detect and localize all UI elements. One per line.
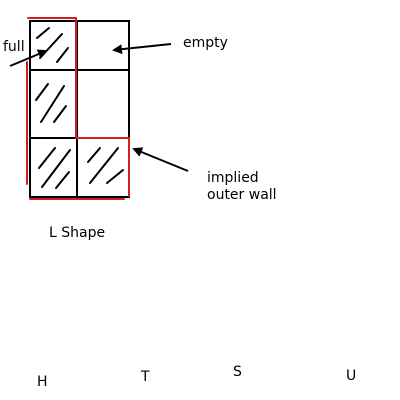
hatch-r3-c1 (38, 147, 71, 189)
arrow-to-empty-cell (112, 43, 172, 55)
label-implied: implied (207, 170, 259, 186)
l-shape-outline (26, 17, 130, 200)
hatch-r1-c1 (36, 27, 69, 63)
letter-u: U (346, 368, 356, 384)
shape-name-label: L Shape (49, 225, 105, 241)
grid-cell-r3-c1 (29, 137, 78, 198)
letter-s: S (233, 364, 242, 380)
arrow-to-full-cell (9, 49, 48, 67)
grid-cell-r1-c2 (76, 20, 130, 71)
hatch-r2-c1 (35, 83, 67, 123)
label-outer-wall: outer wall (207, 187, 277, 203)
hatch-r3-c2 (87, 147, 124, 184)
letter-t: T (140, 369, 150, 385)
label-empty: empty (183, 35, 228, 51)
label-full: full (3, 39, 25, 55)
grid-cell-r2-c2 (76, 69, 130, 139)
shape-grid (29, 20, 130, 198)
grid-cell-r1-c1 (29, 20, 78, 71)
letter-h: H (37, 374, 48, 390)
arrow-to-outer-wall (132, 147, 189, 172)
